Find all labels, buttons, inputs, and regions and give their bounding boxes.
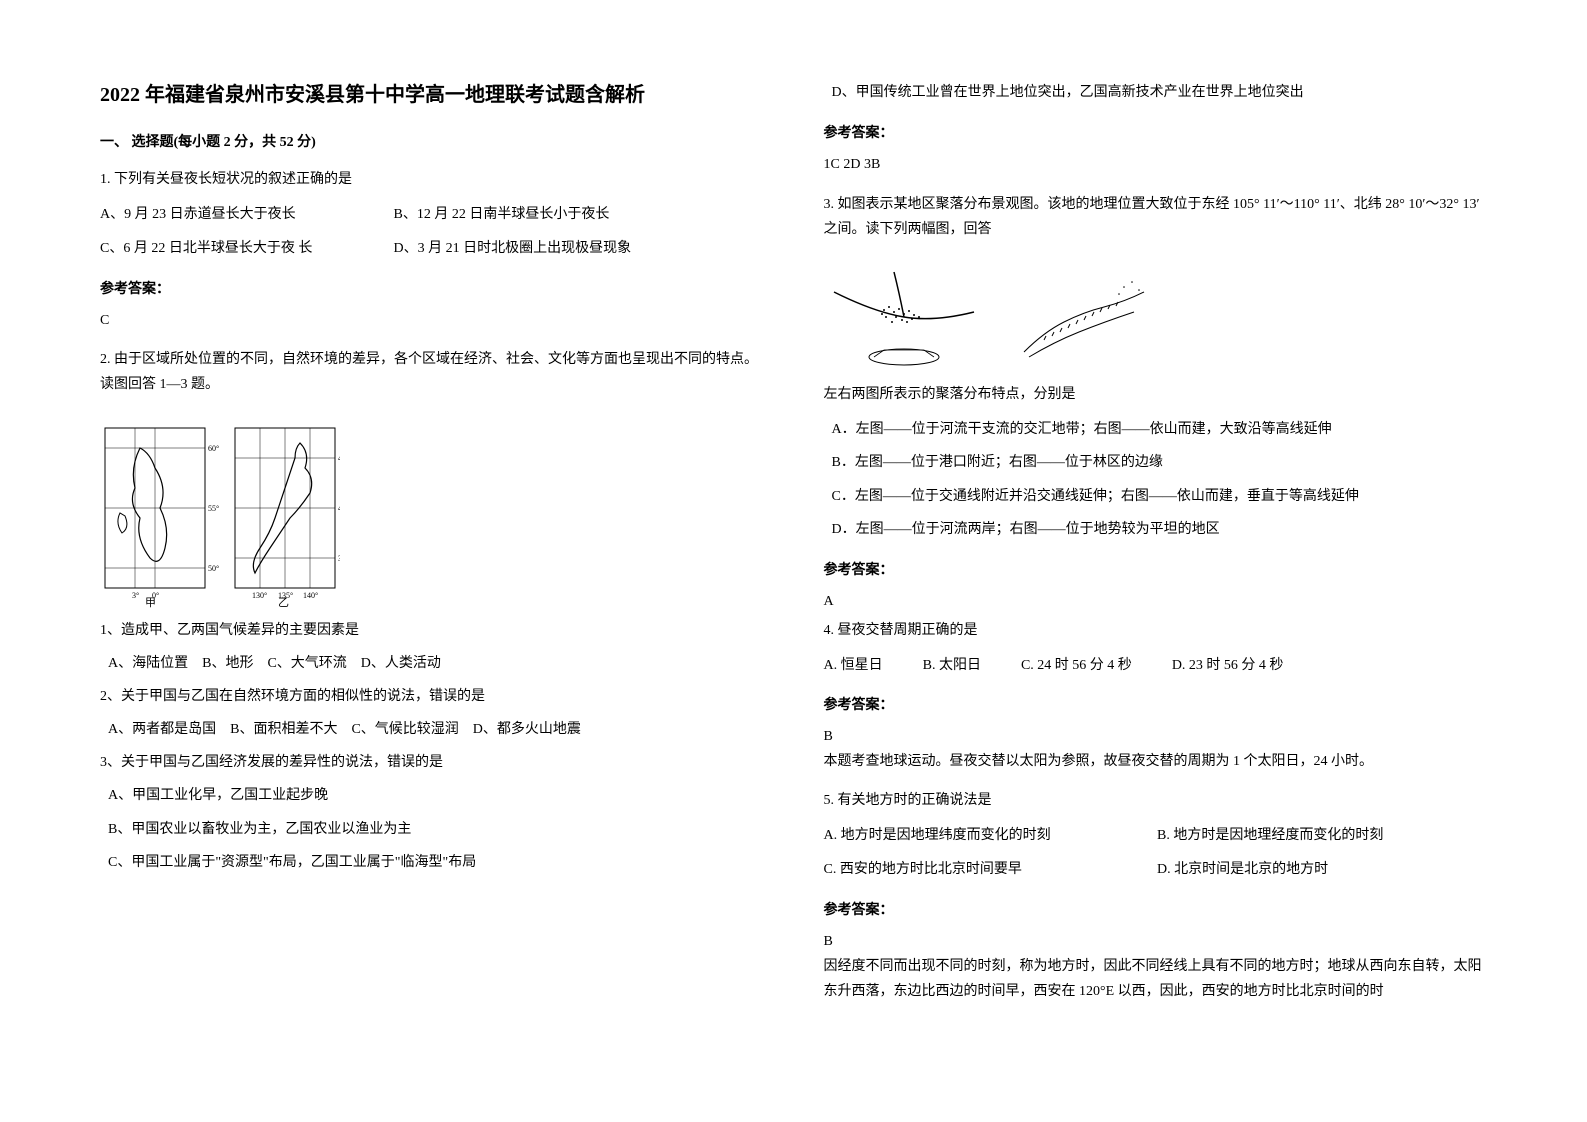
q2-sub3-c: C、甲国工业属于"资源型"布局，乙国工业属于"临海型"布局 [100, 850, 764, 875]
q3-answer-label: 参考答案： [824, 558, 1488, 583]
q5-answer-label: 参考答案： [824, 898, 1488, 923]
svg-text:55°: 55° [208, 504, 219, 513]
q1-answer: C [100, 308, 764, 333]
q1-row2: C、6 月 22 日北半球昼长大于夜 长 D、3 月 21 日时北极圈上出现极昼… [100, 236, 764, 261]
q4-option-b: B. 太阳日 [923, 653, 981, 678]
svg-text:3°: 3° [132, 591, 139, 600]
q5-option-b: B. 地方时是因地理经度而变化的时刻 [1157, 823, 1383, 848]
q3-option-c: C．左图——位于交通线附近并沿交通线延伸；右图——依山而建，垂直于等高线延伸 [824, 484, 1488, 509]
q5-row2: C. 西安的地方时比北京时间要早 D. 北京时间是北京的地方时 [824, 857, 1488, 882]
q2-sub3-a: A、甲国工业化早，乙国工业起步晚 [100, 783, 764, 808]
svg-text:60°: 60° [208, 444, 219, 453]
svg-text:140°: 140° [303, 591, 318, 600]
q3-left-fig [824, 262, 984, 372]
q4-explanation: 本题考查地球运动。昼夜交替以太阳为参照，故昼夜交替的周期为 1 个太阳日，24 … [824, 749, 1488, 774]
svg-text:45°: 45° [338, 454, 340, 463]
q2-stem: 2. 由于区域所处位置的不同，自然环境的差异，各个区域在经济、社会、文化等方面也… [100, 347, 764, 397]
right-column: D、甲国传统工业曾在世界上地位突出，乙国高新技术产业在世界上地位突出 参考答案：… [824, 80, 1488, 1082]
svg-text:40°: 40° [338, 504, 340, 513]
document-title: 2022 年福建省泉州市安溪县第十中学高一地理联考试题含解析 [100, 80, 764, 110]
q1-option-b: B、12 月 22 日南半球昼长小于夜长 [394, 202, 610, 227]
q2-sub2-opts: A、两者都是岛国 B、面积相差不大 C、气候比较湿润 D、都多火山地震 [100, 717, 764, 742]
q5-row1: A. 地方时是因地理纬度而变化的时刻 B. 地方时是因地理经度而变化的时刻 [824, 823, 1488, 848]
q2-sub2: 2、关于甲国与乙国在自然环境方面的相似性的说法，错误的是 [100, 684, 764, 709]
q1-option-a: A、9 月 23 日赤道昼长大于夜长 [100, 202, 360, 227]
q2-answer: 1C 2D 3B [824, 152, 1488, 177]
svg-text:50°: 50° [208, 564, 219, 573]
q3-option-b: B．左图——位于港口附近；右图——位于林区的边缘 [824, 450, 1488, 475]
q3-option-a: A．左图——位于河流干支流的交汇地带；右图——依山而建，大致沿等高线延伸 [824, 417, 1488, 442]
q5-option-d: D. 北京时间是北京的地方时 [1157, 857, 1328, 882]
svg-text:甲: 甲 [145, 597, 156, 608]
q3-figure [824, 262, 1164, 372]
svg-text:乙: 乙 [278, 596, 289, 608]
q1-option-d: D、3 月 21 日时北极圈上出现极昼现象 [394, 236, 632, 261]
q4-answer-label: 参考答案： [824, 693, 1488, 718]
q4-option-a: A. 恒星日 [824, 653, 883, 678]
svg-text:130°: 130° [252, 591, 267, 600]
svg-text:35°: 35° [338, 554, 340, 563]
q2-sub1: 1、造成甲、乙两国气候差异的主要因素是 [100, 618, 764, 643]
q3-sub-stem: 左右两图所表示的聚落分布特点，分别是 [824, 382, 1488, 407]
q3-right-fig [1004, 262, 1164, 372]
q5-option-c: C. 西安的地方时比北京时间要早 [824, 857, 1124, 882]
q3-answer: A [824, 589, 1488, 614]
q2-sub3-b: B、甲国农业以畜牧业为主，乙国农业以渔业为主 [100, 817, 764, 842]
q5-stem: 5. 有关地方时的正确说法是 [824, 788, 1488, 813]
q1-option-c: C、6 月 22 日北半球昼长大于夜 长 [100, 236, 360, 261]
left-column: 2022 年福建省泉州市安溪县第十中学高一地理联考试题含解析 一、 选择题(每小… [100, 80, 764, 1082]
q2-sub3: 3、关于甲国与乙国经济发展的差异性的说法，错误的是 [100, 750, 764, 775]
q2-map-figure: 60° 55° 50° 3° 0° 甲 45° 40° 35° 130° 135… [100, 418, 340, 608]
q3-option-d: D．左图——位于河流两岸；右图——位于地势较为平坦的地区 [824, 517, 1488, 542]
q1-answer-label: 参考答案： [100, 277, 764, 302]
q4-answer: B [824, 724, 1488, 749]
q4-option-c: C. 24 时 56 分 4 秒 [1021, 653, 1132, 678]
q2-sub3-d: D、甲国传统工业曾在世界上地位突出，乙国高新技术产业在世界上地位突出 [824, 80, 1488, 105]
q4-stem: 4. 昼夜交替周期正确的是 [824, 618, 1488, 643]
q5-explanation: 因经度不同而出现不同的时刻，称为地方时，因此不同经线上具有不同的地方时；地球从西… [824, 954, 1488, 1004]
q5-answer: B [824, 929, 1488, 954]
q4-options: A. 恒星日 B. 太阳日 C. 24 时 56 分 4 秒 D. 23 时 5… [824, 653, 1488, 678]
q3-stem: 3. 如图表示某地区聚落分布景观图。该地的地理位置大致位于东经 105° 11′… [824, 192, 1488, 242]
q2-sub1-opts: A、海陆位置 B、地形 C、大气环流 D、人类活动 [100, 651, 764, 676]
q5-option-a: A. 地方时是因地理纬度而变化的时刻 [824, 823, 1124, 848]
q1-stem: 1. 下列有关昼夜长短状况的叙述正确的是 [100, 167, 764, 192]
q4-option-d: D. 23 时 56 分 4 秒 [1172, 653, 1284, 678]
q1-row1: A、9 月 23 日赤道昼长大于夜长 B、12 月 22 日南半球昼长小于夜长 [100, 202, 764, 227]
q2-answer-label: 参考答案： [824, 121, 1488, 146]
section-1-header: 一、 选择题(每小题 2 分，共 52 分) [100, 130, 764, 155]
